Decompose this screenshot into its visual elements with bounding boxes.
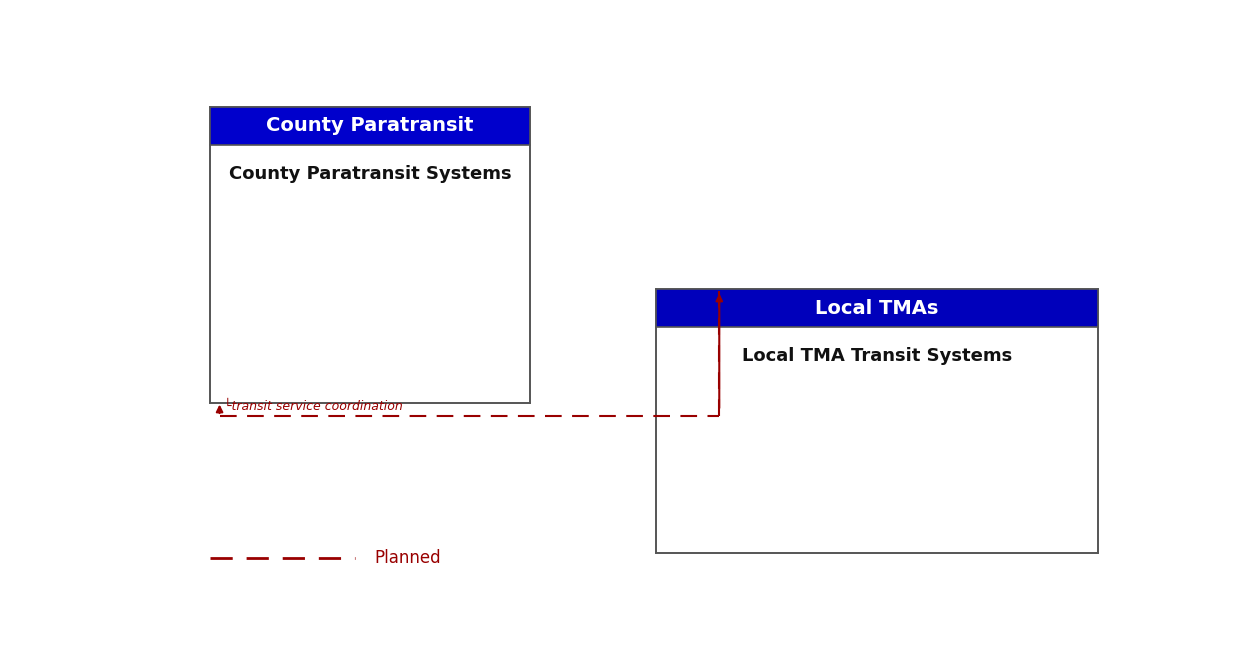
- Bar: [210, 107, 530, 403]
- Text: └transit service coordination: └transit service coordination: [224, 400, 403, 413]
- Text: Local TMAs: Local TMAs: [815, 299, 939, 318]
- Text: Local TMA Transit Systems: Local TMA Transit Systems: [742, 347, 1012, 365]
- Bar: [656, 290, 1098, 327]
- Text: Planned: Planned: [374, 549, 442, 567]
- Text: County Paratransit: County Paratransit: [267, 116, 473, 136]
- Bar: [656, 290, 1098, 553]
- Bar: [210, 107, 530, 145]
- Text: County Paratransit Systems: County Paratransit Systems: [229, 165, 511, 183]
